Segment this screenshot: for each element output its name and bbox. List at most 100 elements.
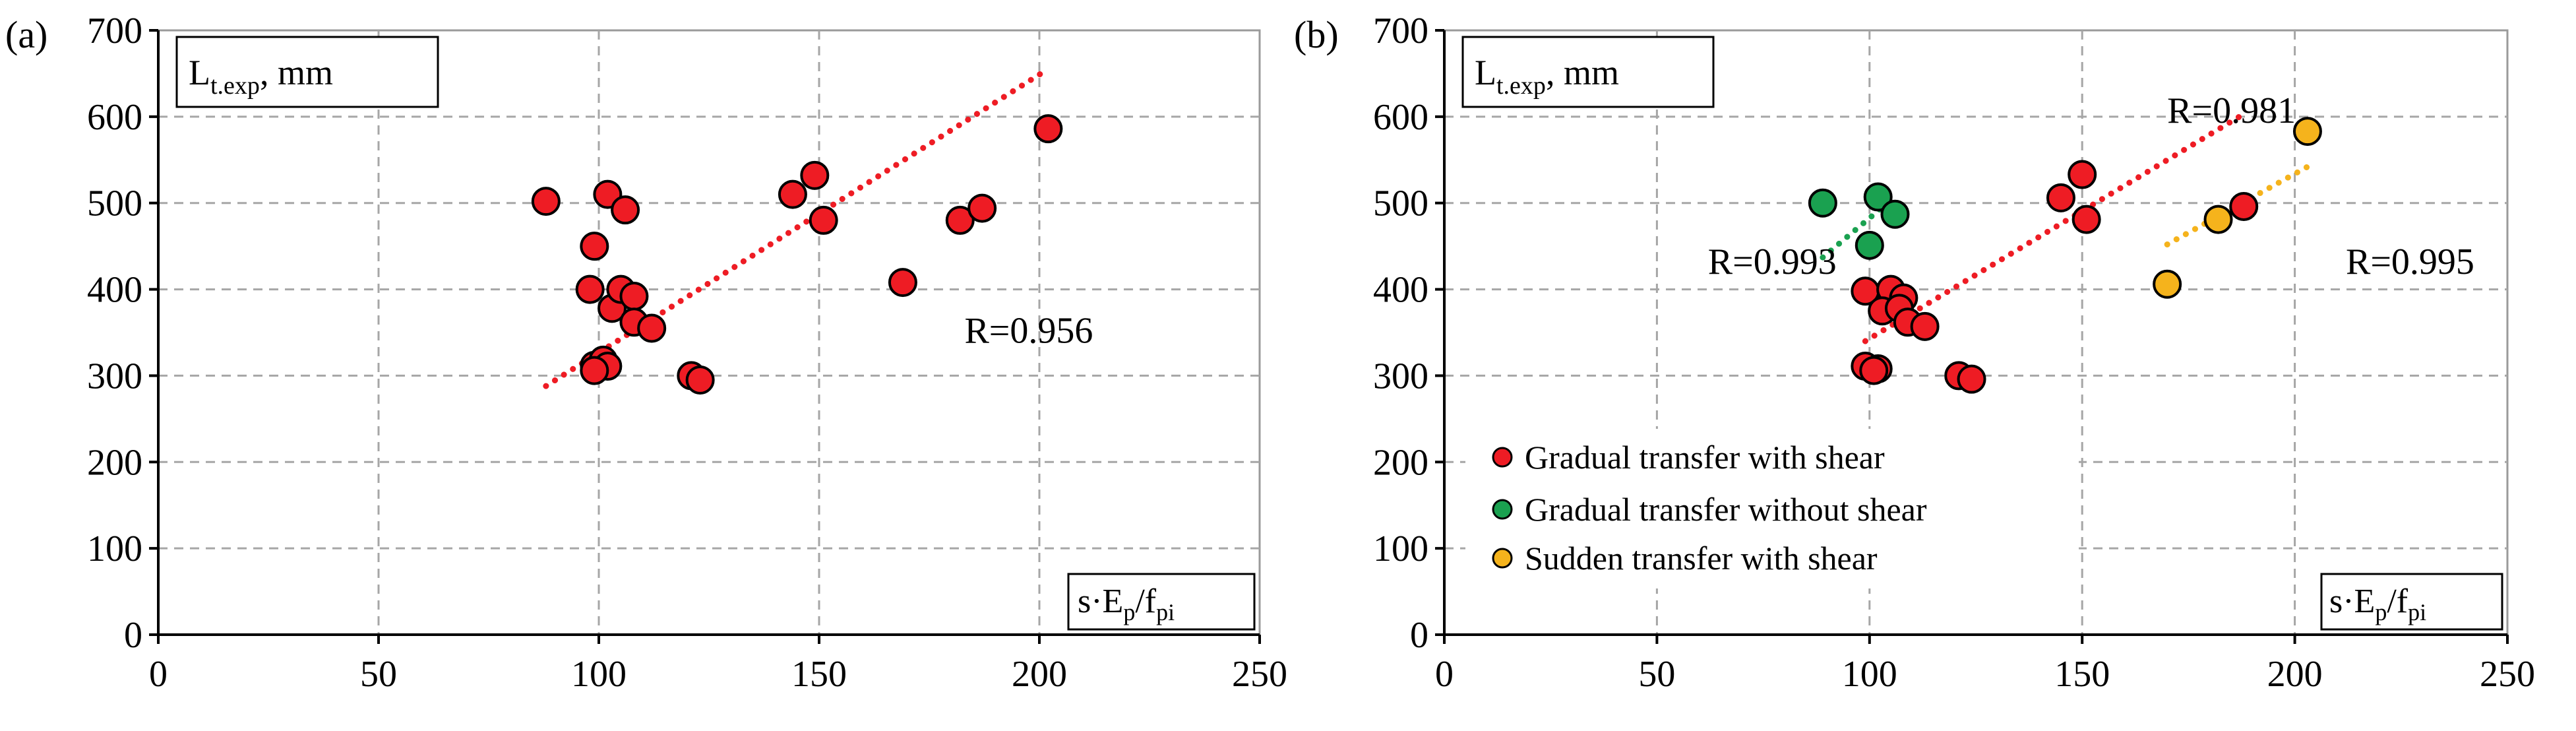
trendline (1820, 204, 1886, 261)
ylabel-subscript: t.exp (1496, 72, 1546, 100)
legend-marker (1492, 548, 1513, 569)
xlabel-sub2: pi (1156, 599, 1175, 625)
data-point (1855, 230, 1884, 260)
data-point (1957, 364, 1986, 394)
data-point (2292, 117, 2322, 146)
y-tick-label: 0 (1410, 615, 1428, 656)
data-point (619, 282, 649, 311)
data-point (2071, 205, 2101, 234)
plot-area-frame (157, 29, 1261, 636)
xlabel-sub1: p (1123, 599, 1135, 625)
y-tick-label: 300 (87, 356, 142, 397)
data-point (685, 365, 715, 395)
correlation-annotation: R=0.995 (2346, 241, 2474, 282)
data-point (611, 195, 640, 225)
data-point (1033, 114, 1063, 144)
xlabel-sub2: pi (2408, 599, 2426, 625)
data-point (531, 187, 561, 216)
data-point (945, 205, 975, 235)
data-point (967, 193, 997, 223)
ylabel-box (1461, 36, 1715, 108)
xlabel-box (1067, 573, 1256, 631)
ylabel: Lt.exp, mm (189, 53, 333, 100)
ylabel-main: L (1475, 53, 1496, 92)
legend-background (1465, 429, 2079, 588)
legend: Gradual transfer with shear Gradual tran… (1465, 429, 2079, 588)
panel-label: (b) (1294, 13, 1339, 56)
panel-b: 0 50 100 150 200 250 0 100 200 300 400 500 600 700 (b… (1294, 11, 2535, 695)
data-point (580, 356, 609, 385)
ylabel-main: L (189, 53, 210, 92)
x-tick-label: 100 (571, 654, 627, 695)
x-tick-label: 50 (360, 654, 397, 695)
x-tick-label: 150 (791, 654, 847, 695)
y-tick-label: 700 (1373, 11, 1428, 51)
data-point (575, 274, 605, 304)
xlabel-mid: /f (2387, 583, 2408, 620)
y-tick-label: 100 (87, 528, 142, 569)
y-tick-label: 500 (1373, 183, 1428, 224)
xlabel-sub1: p (2375, 599, 2387, 625)
y-tick-label: 600 (1373, 97, 1428, 138)
ylabel-unit: , mm (1546, 53, 1619, 92)
legend-item-sudden-with-shear: Sudden transfer with shear (1492, 540, 1878, 577)
data-point (809, 205, 838, 235)
ylabel: Lt.exp, mm (1475, 53, 1619, 100)
axis-ticks: 0 50 100 150 200 250 0 100 200 300 400 500 600 700 (87, 11, 1287, 695)
annotations: R=0.956 (964, 311, 1093, 352)
panel-label: (a) (5, 13, 47, 56)
correlation-annotation: R=0.981 (2167, 90, 2296, 131)
y-tick-label: 200 (87, 442, 142, 483)
y-tick-label: 300 (1373, 356, 1428, 397)
data-point (2068, 160, 2097, 189)
data-point (2203, 205, 2233, 234)
legend-item-gradual-with-shear: Gradual transfer with shear (1492, 439, 1885, 476)
correlation-annotation: R=0.993 (1708, 241, 1837, 282)
y-tick-label: 100 (1373, 528, 1428, 569)
legend-marker (1492, 447, 1513, 468)
data-points (531, 114, 1063, 395)
xlabel-pre: s·E (1078, 583, 1123, 620)
trendline (1862, 111, 2247, 344)
legend-marker (1492, 499, 1513, 520)
y-tick-label: 500 (87, 183, 142, 224)
y-tick-label: 600 (87, 97, 142, 138)
data-point (637, 313, 667, 343)
panel-a: 0 50 100 150 200 250 0 100 200 300 400 500 600 700 (a… (5, 11, 1287, 695)
x-tick-label: 200 (1012, 654, 1067, 695)
legend-label: Gradual transfer without shear (1525, 491, 1927, 528)
xlabel-pre: s·E (2329, 583, 2375, 620)
data-point (1808, 188, 1837, 218)
legend-item-gradual-without-shear: Gradual transfer without shear (1492, 491, 1927, 528)
y-tick-label: 400 (87, 270, 142, 311)
x-tick-label: 50 (1638, 654, 1675, 695)
xlabel: s·Ep/fpi (2329, 583, 2426, 625)
y-tick-label: 200 (1373, 442, 1428, 483)
x-tick-label: 150 (2054, 654, 2110, 695)
legend-label: Gradual transfer with shear (1525, 439, 1885, 476)
data-points (1808, 117, 2322, 394)
xlabel-box (2320, 573, 2503, 631)
x-tick-label: 250 (2480, 654, 2535, 695)
x-tick-label: 200 (2267, 654, 2323, 695)
ylabel-box (175, 36, 439, 108)
y-tick-label: 0 (124, 615, 142, 656)
annotations: R=0.981 R=0.993 R=0.995 (1708, 90, 2474, 282)
x-tick-label: 100 (1842, 654, 1897, 695)
data-point (2229, 191, 2259, 221)
xlabel: s·Ep/fpi (1078, 583, 1175, 625)
data-point (1880, 199, 1910, 229)
data-point (1859, 356, 1889, 385)
x-tick-label: 0 (1435, 654, 1454, 695)
legend-label: Sudden transfer with shear (1525, 540, 1878, 577)
data-point (888, 268, 917, 298)
ylabel-unit: , mm (260, 53, 333, 92)
data-point (778, 179, 807, 209)
data-point (580, 232, 609, 261)
data-point (1863, 182, 1893, 212)
y-tick-label: 700 (87, 11, 142, 51)
y-tick-label: 400 (1373, 270, 1428, 311)
data-point (1910, 311, 1940, 341)
ylabel-subscript: t.exp (210, 72, 260, 100)
